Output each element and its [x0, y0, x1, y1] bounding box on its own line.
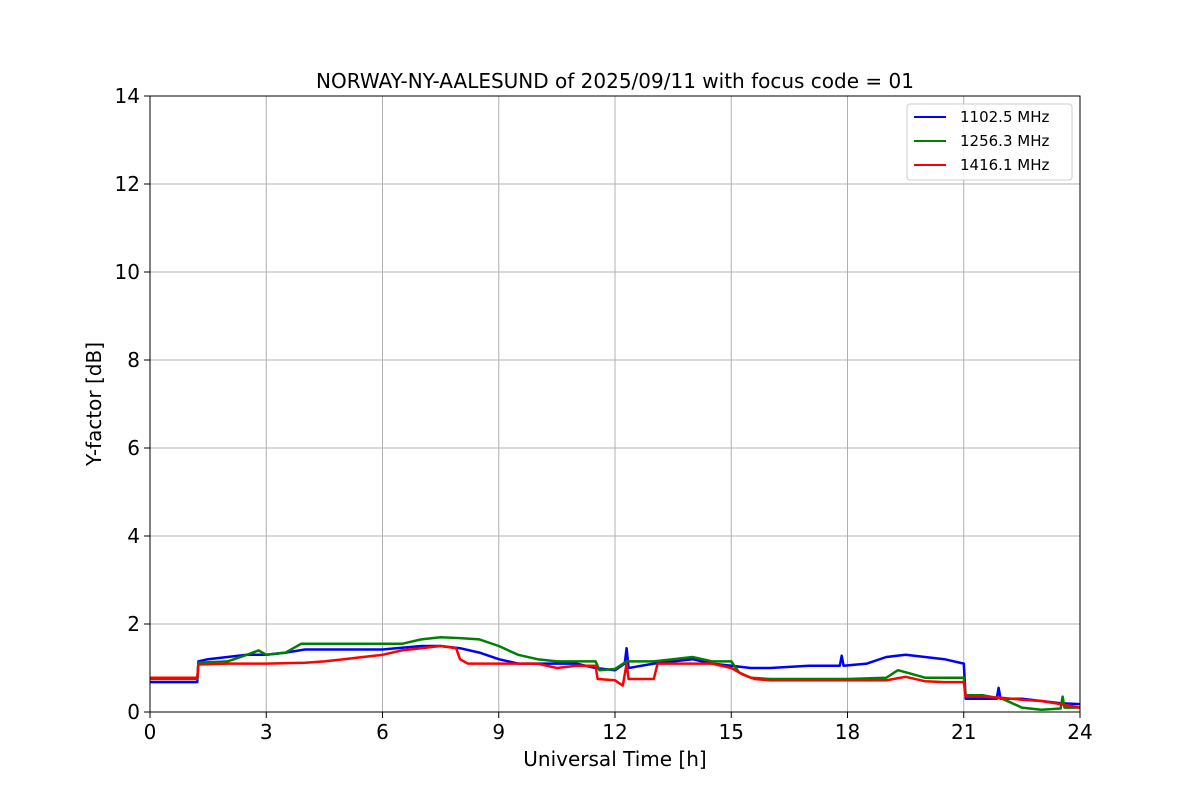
series-layer [150, 635, 1081, 712]
x-tick-label: 21 [951, 720, 976, 744]
legend: 1102.5 MHz 1256.3 MHz 1416.1 MHz [906, 103, 1073, 181]
x-tick-label: 12 [602, 720, 627, 744]
y-tick-label: 0 [127, 700, 140, 724]
series-line-1416-1-mhz [150, 644, 1081, 709]
y-tick-label: 14 [115, 84, 140, 108]
legend-label-1416-1: 1416.1 MHz [960, 156, 1049, 174]
x-tick-label: 9 [492, 720, 505, 744]
y-ticks: 0 2 4 6 8 10 12 14 [115, 84, 150, 724]
series-line-1256-3-mhz [150, 635, 1080, 712]
y-tick-label: 10 [115, 260, 140, 284]
y-tick-label: 8 [127, 348, 140, 372]
x-ticks: 0 3 6 9 12 15 18 21 24 [144, 712, 1093, 744]
x-tick-label: 15 [719, 720, 744, 744]
y-tick-label: 6 [127, 436, 140, 460]
chart-title: NORWAY-NY-AALESUND of 2025/09/11 with fo… [316, 69, 914, 93]
y-axis-label: Y-factor [dB] [82, 342, 106, 467]
y-tick-label: 2 [127, 612, 140, 636]
legend-label-1102-5: 1102.5 MHz [960, 108, 1049, 126]
legend-label-1256-3: 1256.3 MHz [960, 132, 1049, 150]
x-axis-label: Universal Time [h] [523, 747, 706, 771]
x-tick-label: 6 [376, 720, 389, 744]
x-tick-label: 0 [144, 720, 157, 744]
x-tick-label: 24 [1067, 720, 1092, 744]
x-tick-label: 3 [260, 720, 273, 744]
y-tick-label: 4 [127, 524, 140, 548]
legend-box [906, 103, 1073, 181]
x-tick-label: 18 [835, 720, 860, 744]
y-tick-label: 12 [115, 172, 140, 196]
